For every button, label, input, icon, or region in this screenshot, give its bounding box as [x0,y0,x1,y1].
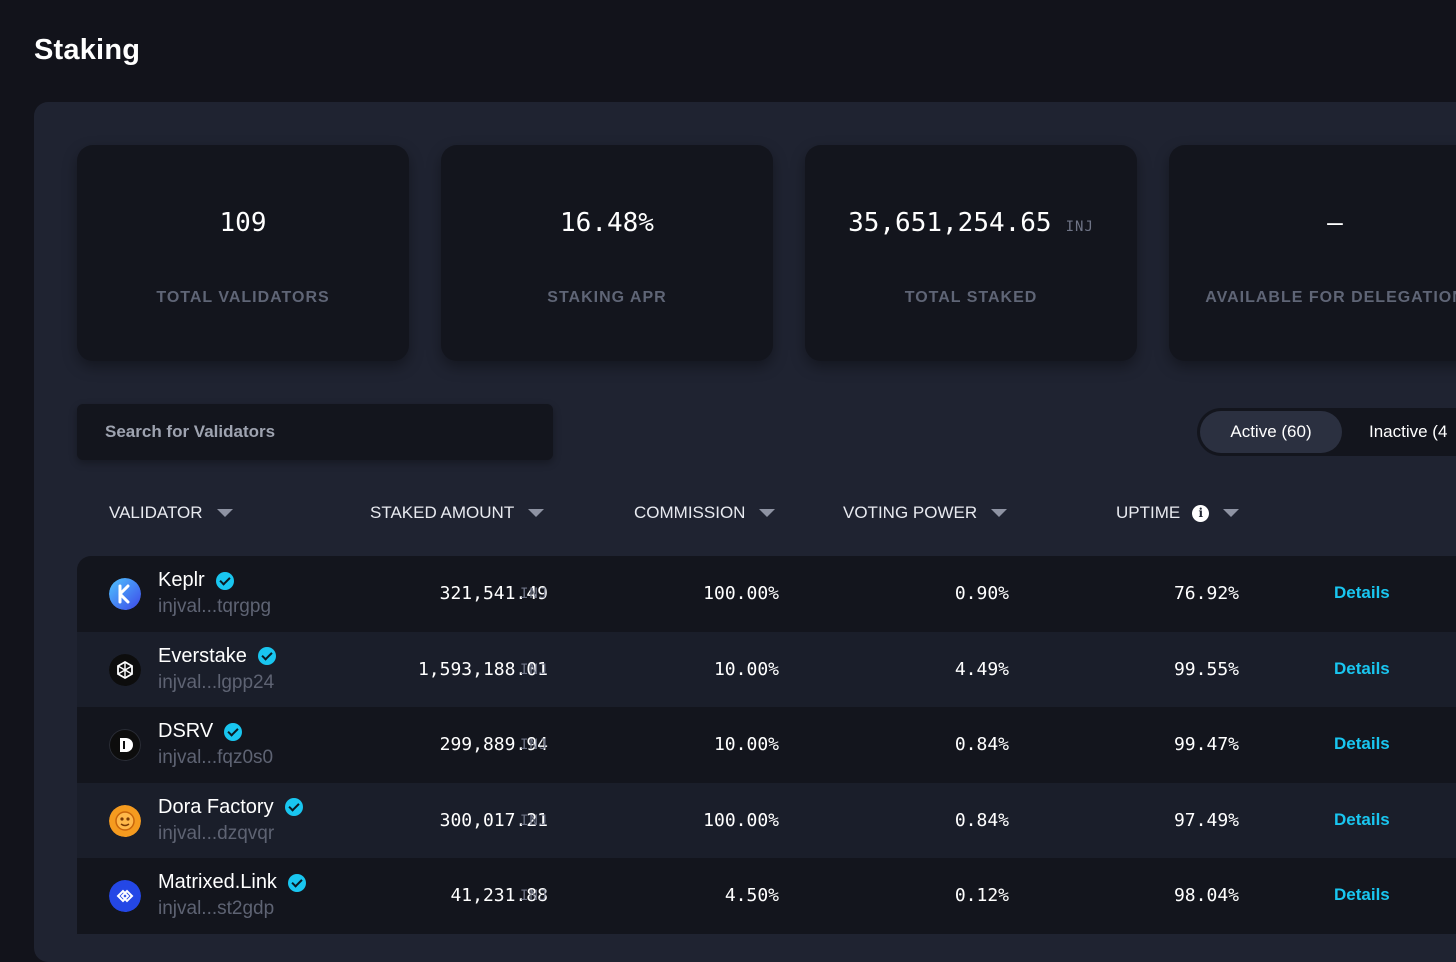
commission-value: 4.50% [724,885,779,906]
uptime-value: 99.55% [1173,658,1239,680]
sort-caret-icon[interactable] [216,509,233,517]
info-icon[interactable]: i [1192,504,1210,522]
sort-caret-icon[interactable] [991,509,1008,517]
stat-unit: INJ [1065,219,1094,235]
validator-name: Keplr [158,569,234,592]
stat-value: 109 [219,208,267,238]
verified-check-icon [257,647,276,665]
column-header-uptime[interactable]: UPTIME i [1116,502,1240,524]
verified-check-icon [284,798,303,816]
table-row[interactable]: DSRV injval...fqz0s0 299,889.94 INJ 10.0… [77,707,1456,783]
validators-table: Keplr injval...tqrgpg 321,541.49 INJ 100… [77,556,1456,934]
staked-amount: 300,017.21 [439,809,548,831]
sort-caret-icon[interactable] [759,509,776,517]
verified-check-icon [287,873,306,892]
page-title: Staking [34,34,141,66]
stat-card-total-validators: 109 TOTAL VALIDATORS [77,145,409,361]
voting-power-value: 0.84% [954,734,1009,755]
commission-value: 100.00% [703,583,779,604]
staked-amount: 41,231.88 [450,885,548,906]
validator-name: Everstake [158,645,276,668]
verified-check-icon [224,722,243,741]
everstake-logo-icon [109,653,141,686]
verified-check-icon [215,571,234,590]
table-row[interactable]: Dora Factory injval...dzqvqr 300,017.21 … [77,782,1456,858]
table-row[interactable]: Matrixed.Link injval...st2gdp 41,231.88 … [77,858,1456,934]
commission-value: 10.00% [713,658,779,680]
stat-value: 16.48% [560,208,654,238]
tab-active[interactable]: Active (60) [1200,411,1342,453]
stat-card-total-staked: 35,651,254.65 INJ TOTAL STAKED [805,145,1137,361]
column-header-voting-power[interactable]: VOTING POWER [843,502,1008,524]
validator-name: DSRV [158,720,243,743]
sort-caret-icon[interactable] [528,509,545,517]
uptime-value: 99.47% [1173,734,1239,755]
staked-amount: 1,593,188.01 [417,658,548,680]
staked-unit: INJ [520,737,549,753]
stat-label: TOTAL VALIDATORS [156,289,330,306]
table-row[interactable]: Everstake injval...lgpp24 1,593,188.01 I… [77,631,1456,707]
column-label: VALIDATOR [109,503,203,522]
validator-address: injval...tqrgpg [158,596,272,617]
uptime-value: 97.49% [1173,809,1239,831]
staked-amount: 299,889.94 [439,734,548,755]
column-label: VOTING POWER [843,503,978,522]
validator-address: injval...lgpp24 [158,671,275,693]
details-link[interactable]: Details [1334,734,1390,753]
voting-power-value: 0.90% [954,583,1009,604]
stat-label: TOTAL STAKED [904,289,1038,306]
voting-power-value: 0.84% [954,809,1009,831]
status-tabs: Active (60) Inactive (4 [1197,408,1456,456]
staked-unit: INJ [520,586,549,602]
staking-panel: 109 TOTAL VALIDATORS 16.48% STAKING APR … [34,102,1456,962]
search-box[interactable] [77,404,553,460]
stat-value: — [1327,208,1343,238]
staked-amount: 321,541.49 [439,583,548,604]
validator-name: Dora Factory [158,796,303,819]
validator-address: injval...st2gdp [158,898,275,919]
sort-caret-icon[interactable] [1223,509,1240,517]
table-row[interactable]: Keplr injval...tqrgpg 321,541.49 INJ 100… [77,556,1456,632]
column-header-commission[interactable]: COMMISSION [634,502,776,524]
stat-label: AVAILABLE FOR DELEGATION [1205,289,1456,306]
stat-value: 35,651,254.65 INJ [848,208,1094,238]
voting-power-value: 4.49% [954,658,1009,680]
column-header-staked-amount[interactable]: STAKED AMOUNT [370,502,545,524]
validator-address: injval...fqz0s0 [158,747,274,768]
staked-unit: INJ [520,812,549,829]
keplr-logo-icon [109,578,141,610]
details-link[interactable]: Details [1334,658,1390,678]
staked-unit: INJ [520,661,549,678]
tab-inactive[interactable]: Inactive (4 [1369,422,1448,441]
column-label: UPTIME [1116,503,1181,522]
staked-unit: INJ [520,888,549,904]
dsrv-logo-icon [109,729,141,761]
column-label: COMMISSION [634,503,746,522]
uptime-value: 76.92% [1173,583,1239,604]
column-header-validator[interactable]: VALIDATOR [109,502,233,524]
commission-value: 10.00% [713,734,779,755]
matrixed-link-logo-icon [109,880,141,912]
stat-card-available-for-delegation: — AVAILABLE FOR DELEGATION [1169,145,1456,361]
uptime-value: 98.04% [1173,885,1239,906]
details-link[interactable]: Details [1334,583,1390,602]
validator-address: injval...dzqvqr [158,822,275,844]
dora-factory-logo-icon [109,804,141,837]
column-label: STAKED AMOUNT [370,503,515,522]
stat-label: STAKING APR [547,289,667,306]
search-input[interactable] [105,404,545,460]
validator-name: Matrixed.Link [158,871,306,894]
commission-value: 100.00% [703,809,779,831]
details-link[interactable]: Details [1334,885,1390,904]
details-link[interactable]: Details [1334,809,1390,829]
voting-power-value: 0.12% [954,885,1009,906]
stat-card-staking-apr: 16.48% STAKING APR [441,145,773,361]
